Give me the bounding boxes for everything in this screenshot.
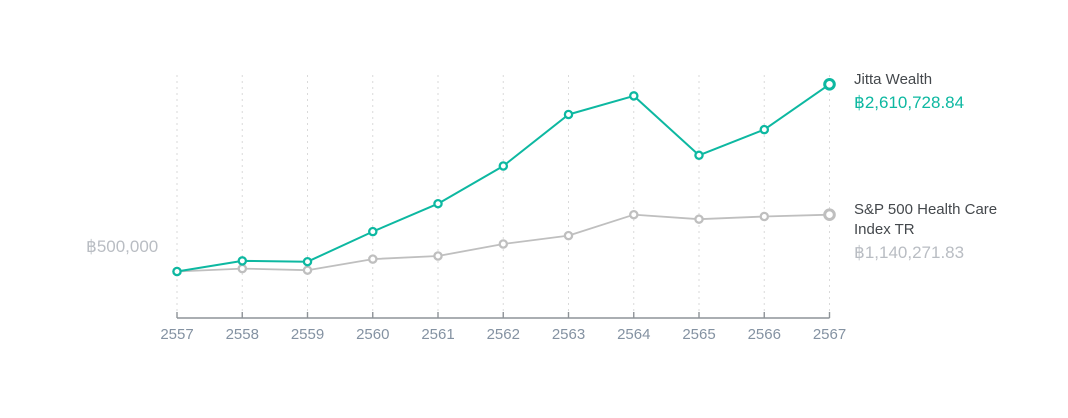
x-axis-label-2561: 2561 <box>421 326 455 343</box>
legend-sp500-health-care: S&P 500 Health Care Index TR ฿1,140,271.… <box>854 200 1020 265</box>
data-point-jitta-wealth-2564[interactable] <box>629 91 639 101</box>
data-point-jitta-wealth-2557[interactable] <box>172 266 182 277</box>
data-point-jitta-wealth-2561[interactable] <box>433 198 443 209</box>
data-point-jitta-wealth-2567[interactable] <box>823 78 836 91</box>
legend-jitta-wealth-value: ฿2,610,728.84 <box>854 93 965 112</box>
data-point-sp500-2563[interactable] <box>563 230 574 241</box>
x-axis-label-2560: 2560 <box>356 326 390 343</box>
data-point-sp500-2560[interactable] <box>368 254 378 264</box>
data-point-jitta-wealth-2558[interactable] <box>237 256 248 266</box>
data-point-sp500-2565[interactable] <box>694 214 704 224</box>
data-point-jitta-wealth-2563[interactable] <box>563 109 574 120</box>
data-point-sp500-2558[interactable] <box>237 263 248 274</box>
x-axis-label-2559: 2559 <box>290 326 325 343</box>
legend-sp500-value: ฿1,140,271.83 <box>854 243 965 262</box>
legend-sp500-name: S&P 500 Health Care Index TR <box>854 201 998 238</box>
data-point-sp500-2562[interactable] <box>498 239 509 249</box>
data-point-jitta-wealth-2560[interactable] <box>368 226 378 237</box>
legend-jitta-wealth-name: Jitta Wealth <box>854 71 933 88</box>
data-point-sp500-2567[interactable] <box>823 208 836 221</box>
x-axis-label-2567: 2567 <box>812 326 847 343</box>
data-point-sp500-2564[interactable] <box>629 209 639 220</box>
x-axis-label-2564: 2564 <box>617 326 651 343</box>
data-point-jitta-wealth-2566[interactable] <box>759 124 770 135</box>
x-axis-label-2562: 2562 <box>486 326 520 343</box>
x-axis-label-2563: 2563 <box>551 326 586 343</box>
baseline-amount-label: ฿500,000 <box>86 237 159 256</box>
data-point-jitta-wealth-2559[interactable] <box>302 256 313 267</box>
data-point-sp500-2566[interactable] <box>759 211 770 222</box>
data-point-sp500-2559[interactable] <box>302 265 313 275</box>
data-point-jitta-wealth-2562[interactable] <box>498 161 509 171</box>
legend-jitta-wealth: Jitta Wealth ฿2,610,728.84 <box>854 70 964 115</box>
data-point-sp500-2561[interactable] <box>433 251 443 261</box>
x-axis-label-2557: 2557 <box>160 326 194 343</box>
data-point-jitta-wealth-2565[interactable] <box>694 150 704 161</box>
x-axis-label-2558: 2558 <box>225 326 259 343</box>
x-axis-label-2566: 2566 <box>747 326 781 343</box>
x-axis-label-2565: 2565 <box>682 326 716 343</box>
